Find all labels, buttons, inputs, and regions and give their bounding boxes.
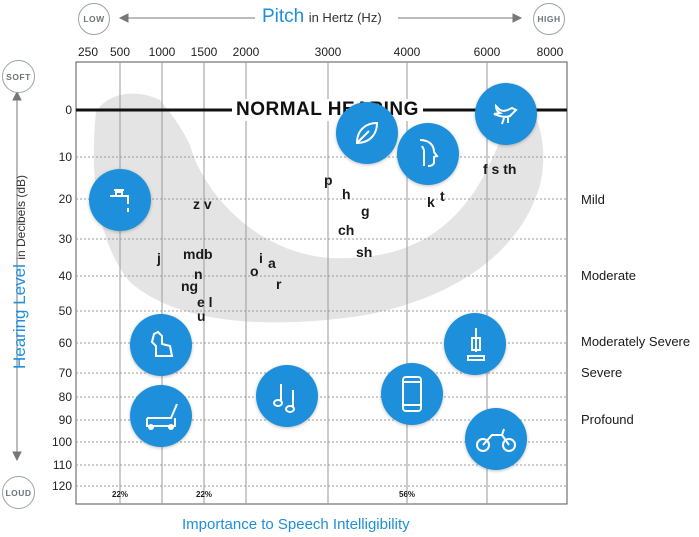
phoneme-label: f s th [483,161,517,177]
hz-tick: 2000 [232,45,260,59]
low-badge: LOW [78,3,110,35]
phoneme-label: k [427,194,435,210]
leaf-circle [336,102,398,164]
phoneme-label: i [259,250,263,266]
faucet-icon [110,189,129,212]
speech-banana [93,93,544,323]
phoneme-label: sh [356,244,373,260]
hz-tick: 500 [109,45,131,59]
speech-intelligibility-title: Importance to Speech Intelligibility [182,516,410,533]
bird-icon [493,103,518,125]
pitch-title-sub: in Hertz (Hz) [308,10,382,25]
phoneme-label: p [324,172,333,188]
hz-tick: 6000 [473,45,501,59]
vacuum-circle [444,313,506,375]
phoneme-label: u [197,308,206,324]
db-tick: 90 [58,413,72,427]
high-badge: HIGH [533,3,565,35]
hz-tick: 4000 [393,45,421,59]
dog-circle [130,314,192,376]
motorcycle-icon [476,428,516,452]
level-title: Hearing Level in Decibels (dB) [10,162,30,382]
db-tick: 100 [51,435,72,449]
db-tick: 50 [58,304,72,318]
soft-badge: SOFT [2,60,35,93]
db-tick: 60 [58,336,72,350]
lawnmower-icon [146,403,178,430]
phoneme-label: t [440,188,445,204]
severity-label: Moderate [581,268,636,283]
whisper-circle [397,123,459,185]
vacuum-icon [467,328,485,361]
loud-badge: LOUD [2,476,35,509]
level-title-sub: in Decibels (dB) [14,174,28,260]
phoneme-label: ch [338,222,355,238]
bird-circle [475,83,537,145]
pitch-title-main: Pitch [262,6,305,27]
db-tick: 0 [65,103,72,117]
phoneme-label: j [157,250,161,266]
speech-importance-pct: 22% [195,490,213,499]
db-tick: 80 [58,390,72,404]
phone-icon [402,376,422,412]
severity-label: Profound [581,412,634,427]
pitch-arrow [118,13,523,23]
db-tick: 70 [58,366,72,380]
db-tick: 120 [51,479,72,493]
phoneme-label: a [268,255,276,271]
db-tick: 30 [58,232,72,246]
phoneme-label: n [194,266,203,282]
dog-icon [150,330,174,357]
hz-tick: 8000 [536,45,564,59]
hz-tick: 250 [77,45,99,59]
hz-tick: 3000 [314,45,342,59]
faucet-circle [89,169,151,231]
phoneme-label: g [361,203,370,219]
phone-circle [381,363,443,425]
phoneme-label: ng [181,278,199,294]
phoneme-label: h [342,186,351,202]
level-arrow [12,90,22,462]
speech-importance-pct: 22% [111,490,129,499]
db-tick: 40 [58,269,72,283]
db-tick: 110 [52,458,72,472]
level-title-main: Hearing Level [10,264,29,370]
motorcycle-circle [465,408,527,470]
lawnmower-circle [130,385,192,447]
severity-label: Severe [581,365,623,380]
severity-label: Moderately Severe [581,334,691,349]
pitch-title: Pitch in Hertz (Hz) [262,6,382,28]
db-tick: 10 [58,150,72,164]
music-notes-icon [273,384,295,413]
hz-tick: 1500 [190,45,218,59]
music-circle [256,365,318,427]
leaf-icon [355,121,379,145]
phoneme-label: z v [193,196,212,212]
phoneme-label: r [276,276,282,292]
phoneme-label: o [250,263,259,279]
phoneme-label: mdb [183,246,213,262]
hz-tick: 1000 [148,45,176,59]
severity-label: Mild [581,192,605,207]
speech-importance-pct: 56% [398,490,416,499]
phoneme-label: e l [197,294,213,310]
whisper-icon [419,139,439,167]
db-tick: 20 [58,192,72,206]
